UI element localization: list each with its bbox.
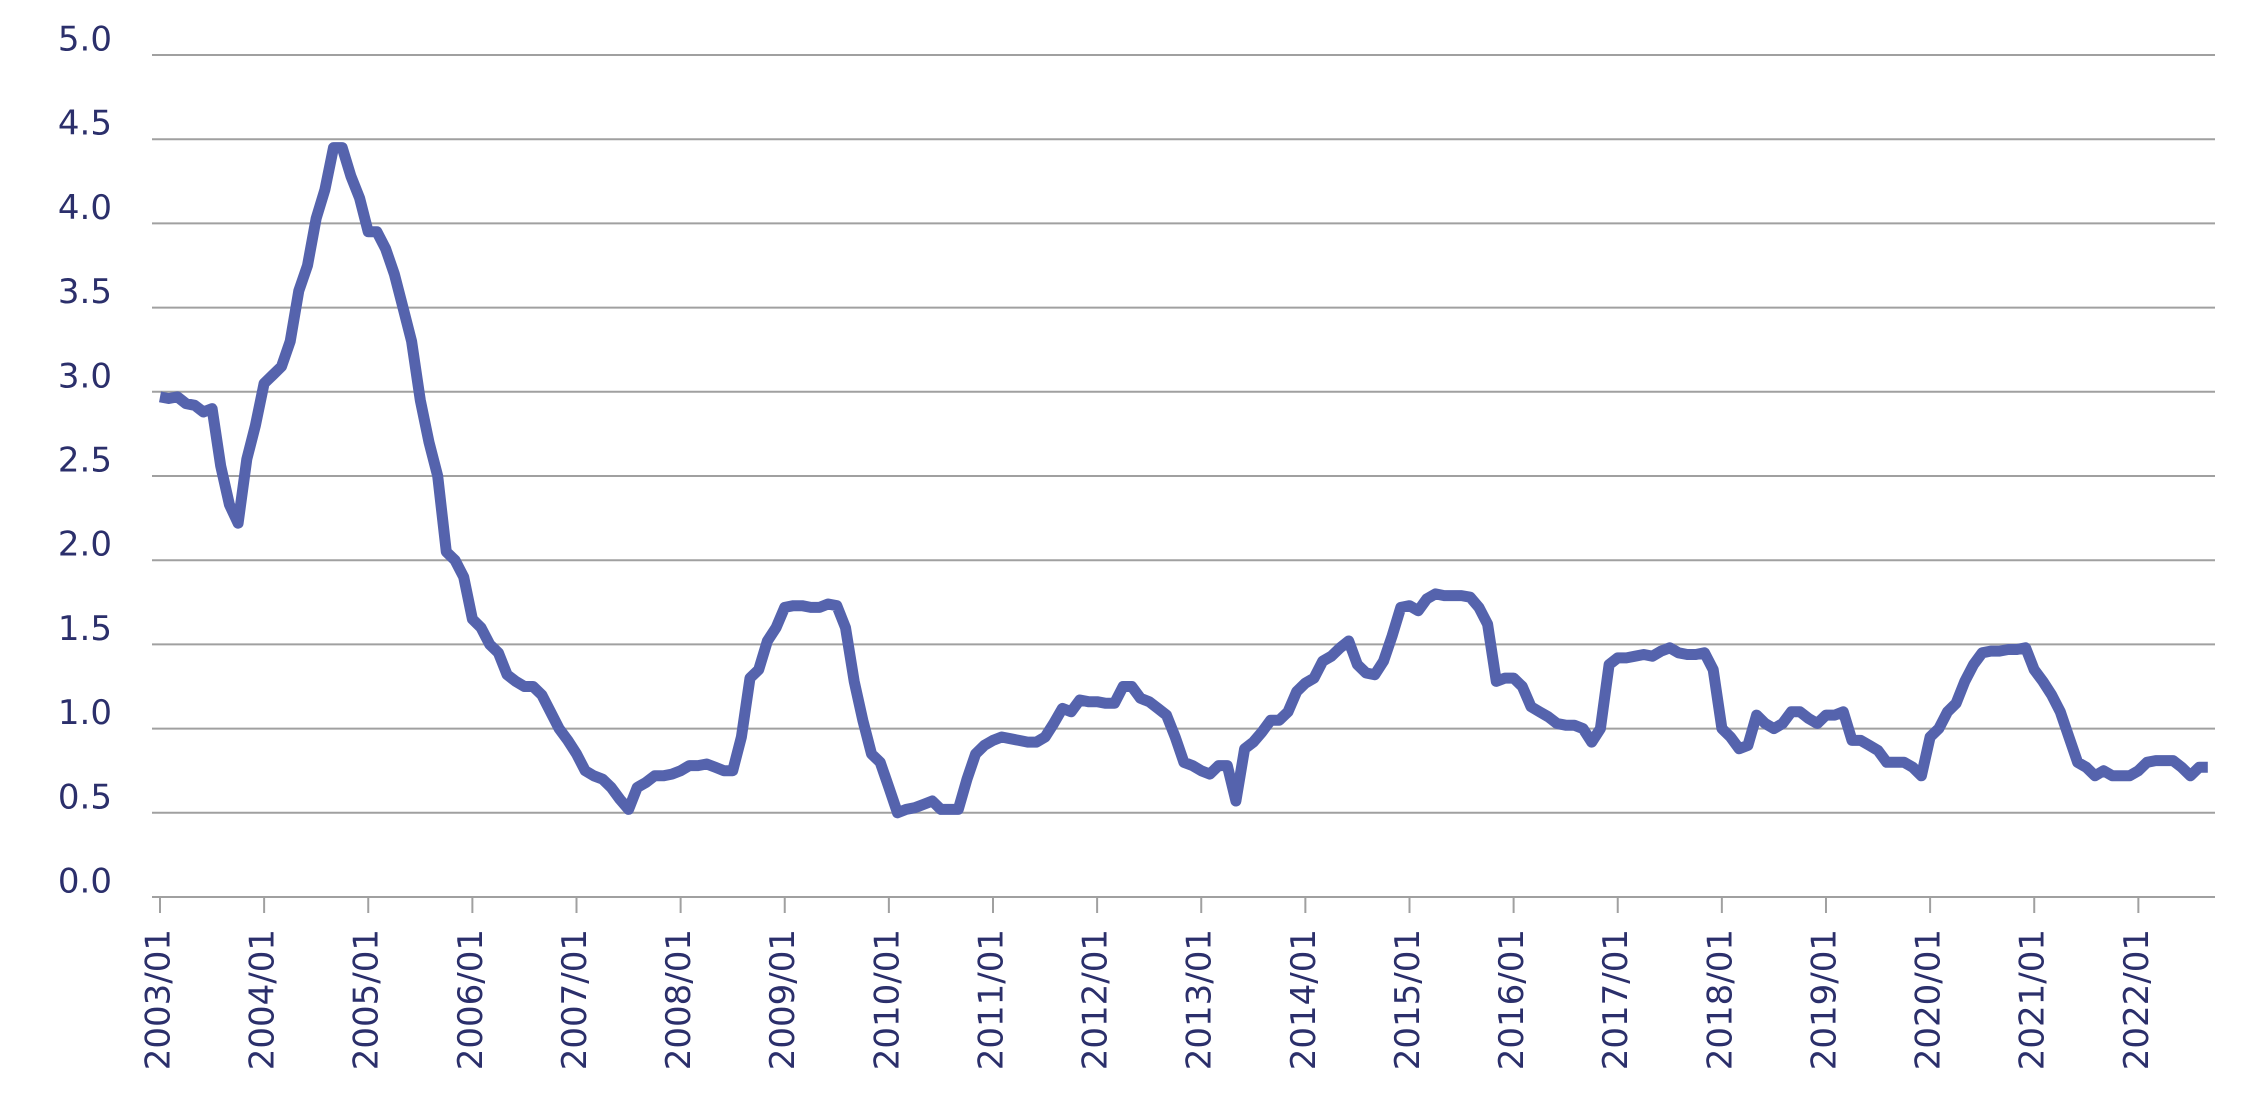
y-tick-label: 4.5 <box>58 104 112 144</box>
x-tick-label: 2020/01 <box>1909 929 1949 1070</box>
y-tick-label: 2.5 <box>58 441 112 481</box>
x-tick-label: 2004/01 <box>243 929 283 1070</box>
y-tick-label: 0.0 <box>58 862 112 902</box>
y-tick-label: 3.5 <box>58 272 112 312</box>
x-tick-label: 2015/01 <box>1388 929 1428 1070</box>
x-tick-label: 2021/01 <box>2013 929 2053 1070</box>
y-tick-label: 5.0 <box>58 20 112 60</box>
x-tick-label: 2014/01 <box>1284 929 1324 1070</box>
x-tick-label: 2012/01 <box>1076 929 1116 1070</box>
x-tick-label: 2011/01 <box>971 929 1011 1070</box>
y-tick-label: 2.0 <box>58 525 112 565</box>
x-tick-label: 2003/01 <box>139 929 179 1070</box>
y-tick-label: 3.0 <box>58 356 112 396</box>
y-tick-label: 0.5 <box>58 777 112 817</box>
x-tick-label: 2007/01 <box>555 929 595 1070</box>
x-tick-label: 2005/01 <box>347 929 387 1070</box>
x-tick-label: 2010/01 <box>867 929 907 1070</box>
x-tick-label: 2017/01 <box>1596 929 1636 1070</box>
x-tick-label: 2008/01 <box>659 929 699 1070</box>
y-tick-label: 4.0 <box>58 188 112 228</box>
x-tick-label: 2019/01 <box>1804 929 1844 1070</box>
data-line <box>159 142 2208 819</box>
y-tick-label: 1.0 <box>58 693 112 733</box>
x-tick-label: 2022/01 <box>2117 929 2157 1070</box>
x-tick-label: 2009/01 <box>763 929 803 1070</box>
x-tick-label: 2016/01 <box>1492 929 1532 1070</box>
y-tick-label: 1.5 <box>58 609 112 649</box>
x-tick-label: 2013/01 <box>1180 929 1220 1070</box>
x-tick-label: 2018/01 <box>1700 929 1740 1070</box>
x-tick-label: 2006/01 <box>451 929 491 1070</box>
